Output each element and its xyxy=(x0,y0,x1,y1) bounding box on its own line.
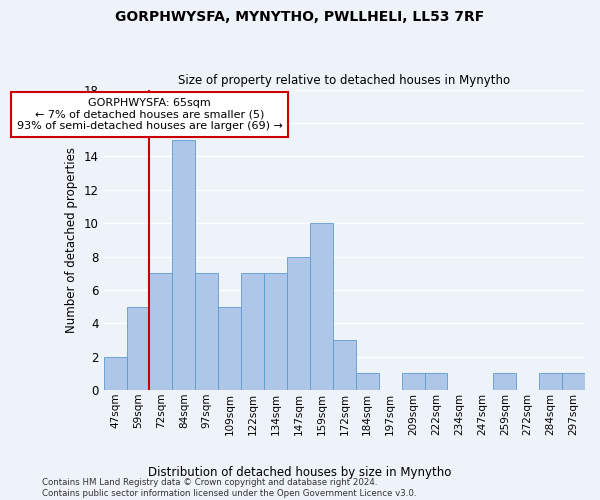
Bar xyxy=(241,273,264,390)
Bar xyxy=(196,273,218,390)
Bar xyxy=(218,306,241,390)
Bar xyxy=(562,374,585,390)
Bar xyxy=(149,273,172,390)
Title: Size of property relative to detached houses in Mynytho: Size of property relative to detached ho… xyxy=(178,74,511,87)
Bar xyxy=(127,306,149,390)
Text: GORPHWYSFA: 65sqm
← 7% of detached houses are smaller (5)
93% of semi-detached h: GORPHWYSFA: 65sqm ← 7% of detached house… xyxy=(17,98,283,131)
Y-axis label: Number of detached properties: Number of detached properties xyxy=(65,147,78,333)
Bar xyxy=(425,374,448,390)
Bar xyxy=(172,140,196,390)
Bar xyxy=(333,340,356,390)
Bar xyxy=(104,356,127,390)
Bar xyxy=(356,374,379,390)
Text: Contains HM Land Registry data © Crown copyright and database right 2024.
Contai: Contains HM Land Registry data © Crown c… xyxy=(42,478,416,498)
Bar xyxy=(264,273,287,390)
Bar xyxy=(539,374,562,390)
Text: Distribution of detached houses by size in Mynytho: Distribution of detached houses by size … xyxy=(148,466,452,479)
Bar xyxy=(310,223,333,390)
Bar xyxy=(493,374,516,390)
Text: GORPHWYSFA, MYNYTHO, PWLLHELI, LL53 7RF: GORPHWYSFA, MYNYTHO, PWLLHELI, LL53 7RF xyxy=(115,10,485,24)
Bar xyxy=(401,374,425,390)
Bar xyxy=(287,256,310,390)
